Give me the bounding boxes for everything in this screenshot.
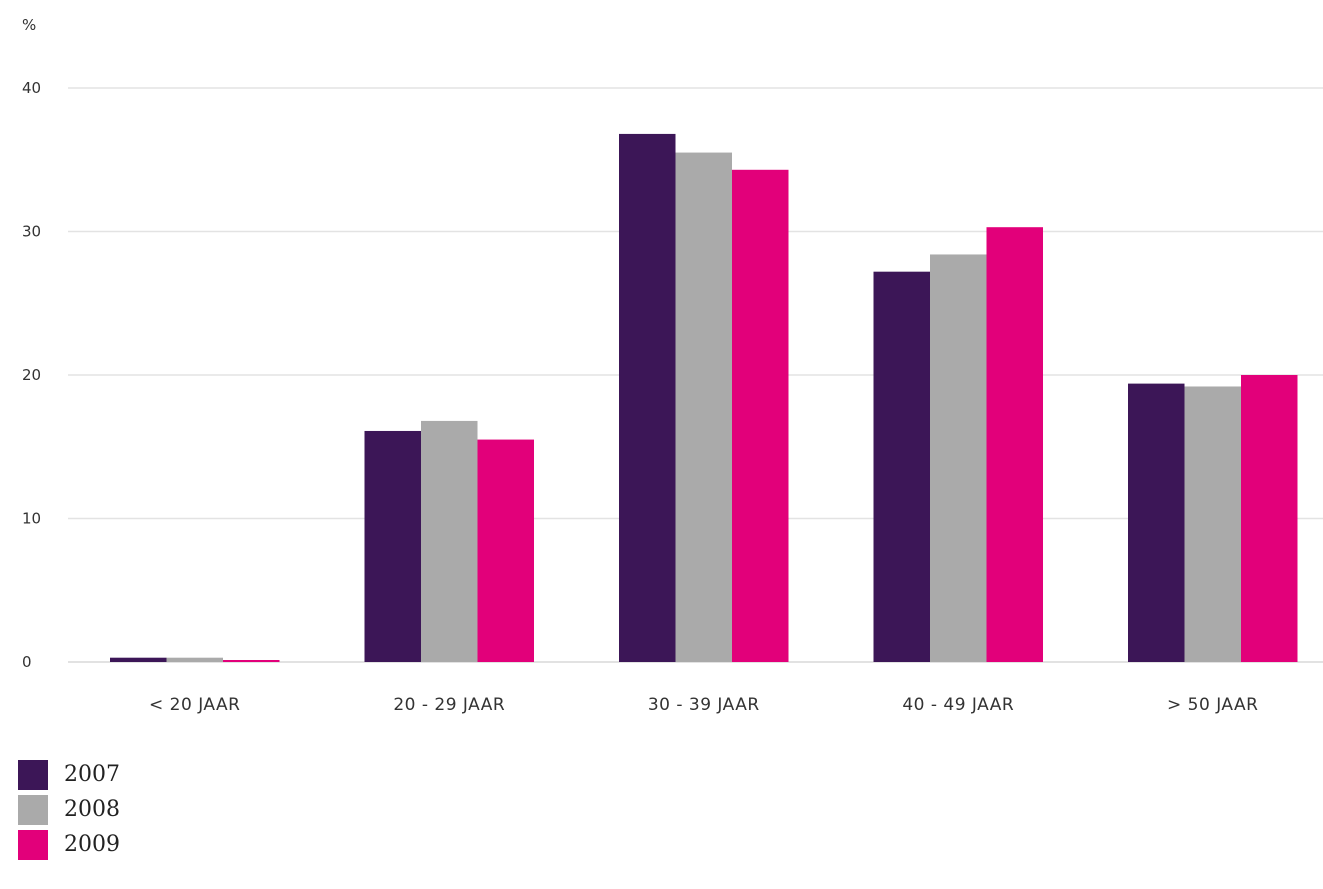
x-tick-label: < 20 JAAR	[149, 695, 240, 715]
legend-label: 2009	[64, 832, 120, 857]
legend-item-2008: 2008	[18, 792, 120, 827]
legend-item-2009: 2009	[18, 827, 120, 862]
bar-2009	[223, 660, 280, 662]
bar-2007	[364, 430, 421, 662]
bar-2009	[477, 439, 534, 662]
x-tick-label: 20 - 29 JAAR	[393, 695, 505, 715]
legend-label: 2007	[64, 762, 120, 787]
legend: 2007 2008 2009	[18, 757, 120, 862]
bar-2008	[421, 420, 478, 662]
bar-2007	[1128, 383, 1185, 662]
bars	[110, 133, 1298, 663]
y-tick-label: 40	[22, 79, 41, 97]
bar-2008	[166, 657, 223, 662]
x-axis-ticks: < 20 JAAR 20 - 29 JAAR 30 - 39 JAAR 40 - 49…	[149, 695, 1258, 715]
x-tick-label: 30 - 39 JAAR	[648, 695, 760, 715]
bar-2008	[1184, 386, 1241, 662]
legend-swatch	[18, 794, 48, 825]
bar-2008	[675, 152, 732, 662]
y-axis-ticks: 0 10 20 30 40	[22, 79, 41, 671]
y-tick-label: 0	[22, 653, 32, 671]
legend-item-2007: 2007	[18, 757, 120, 792]
y-tick-label: 10	[22, 510, 41, 528]
bar-2007	[619, 133, 676, 663]
y-axis-unit-label: %	[22, 16, 36, 34]
x-tick-label: 40 - 49 JAAR	[902, 695, 1014, 715]
bar-2008	[930, 254, 987, 662]
bar-2009	[986, 227, 1043, 662]
y-tick-label: 30	[22, 223, 41, 241]
legend-label: 2008	[64, 797, 120, 822]
bar-chart: % 0 10 20 30 40 < 20 JAAR 20 - 29 JAAR 30 - 39…	[22, 16, 1323, 715]
bar-2007	[873, 271, 930, 662]
legend-swatch	[18, 829, 48, 860]
y-tick-label: 20	[22, 366, 41, 384]
bar-2007	[110, 657, 167, 662]
bar-2009	[1241, 375, 1298, 662]
x-tick-label: > 50 JAAR	[1167, 695, 1258, 715]
bar-2009	[732, 169, 789, 663]
legend-swatch	[18, 759, 48, 790]
